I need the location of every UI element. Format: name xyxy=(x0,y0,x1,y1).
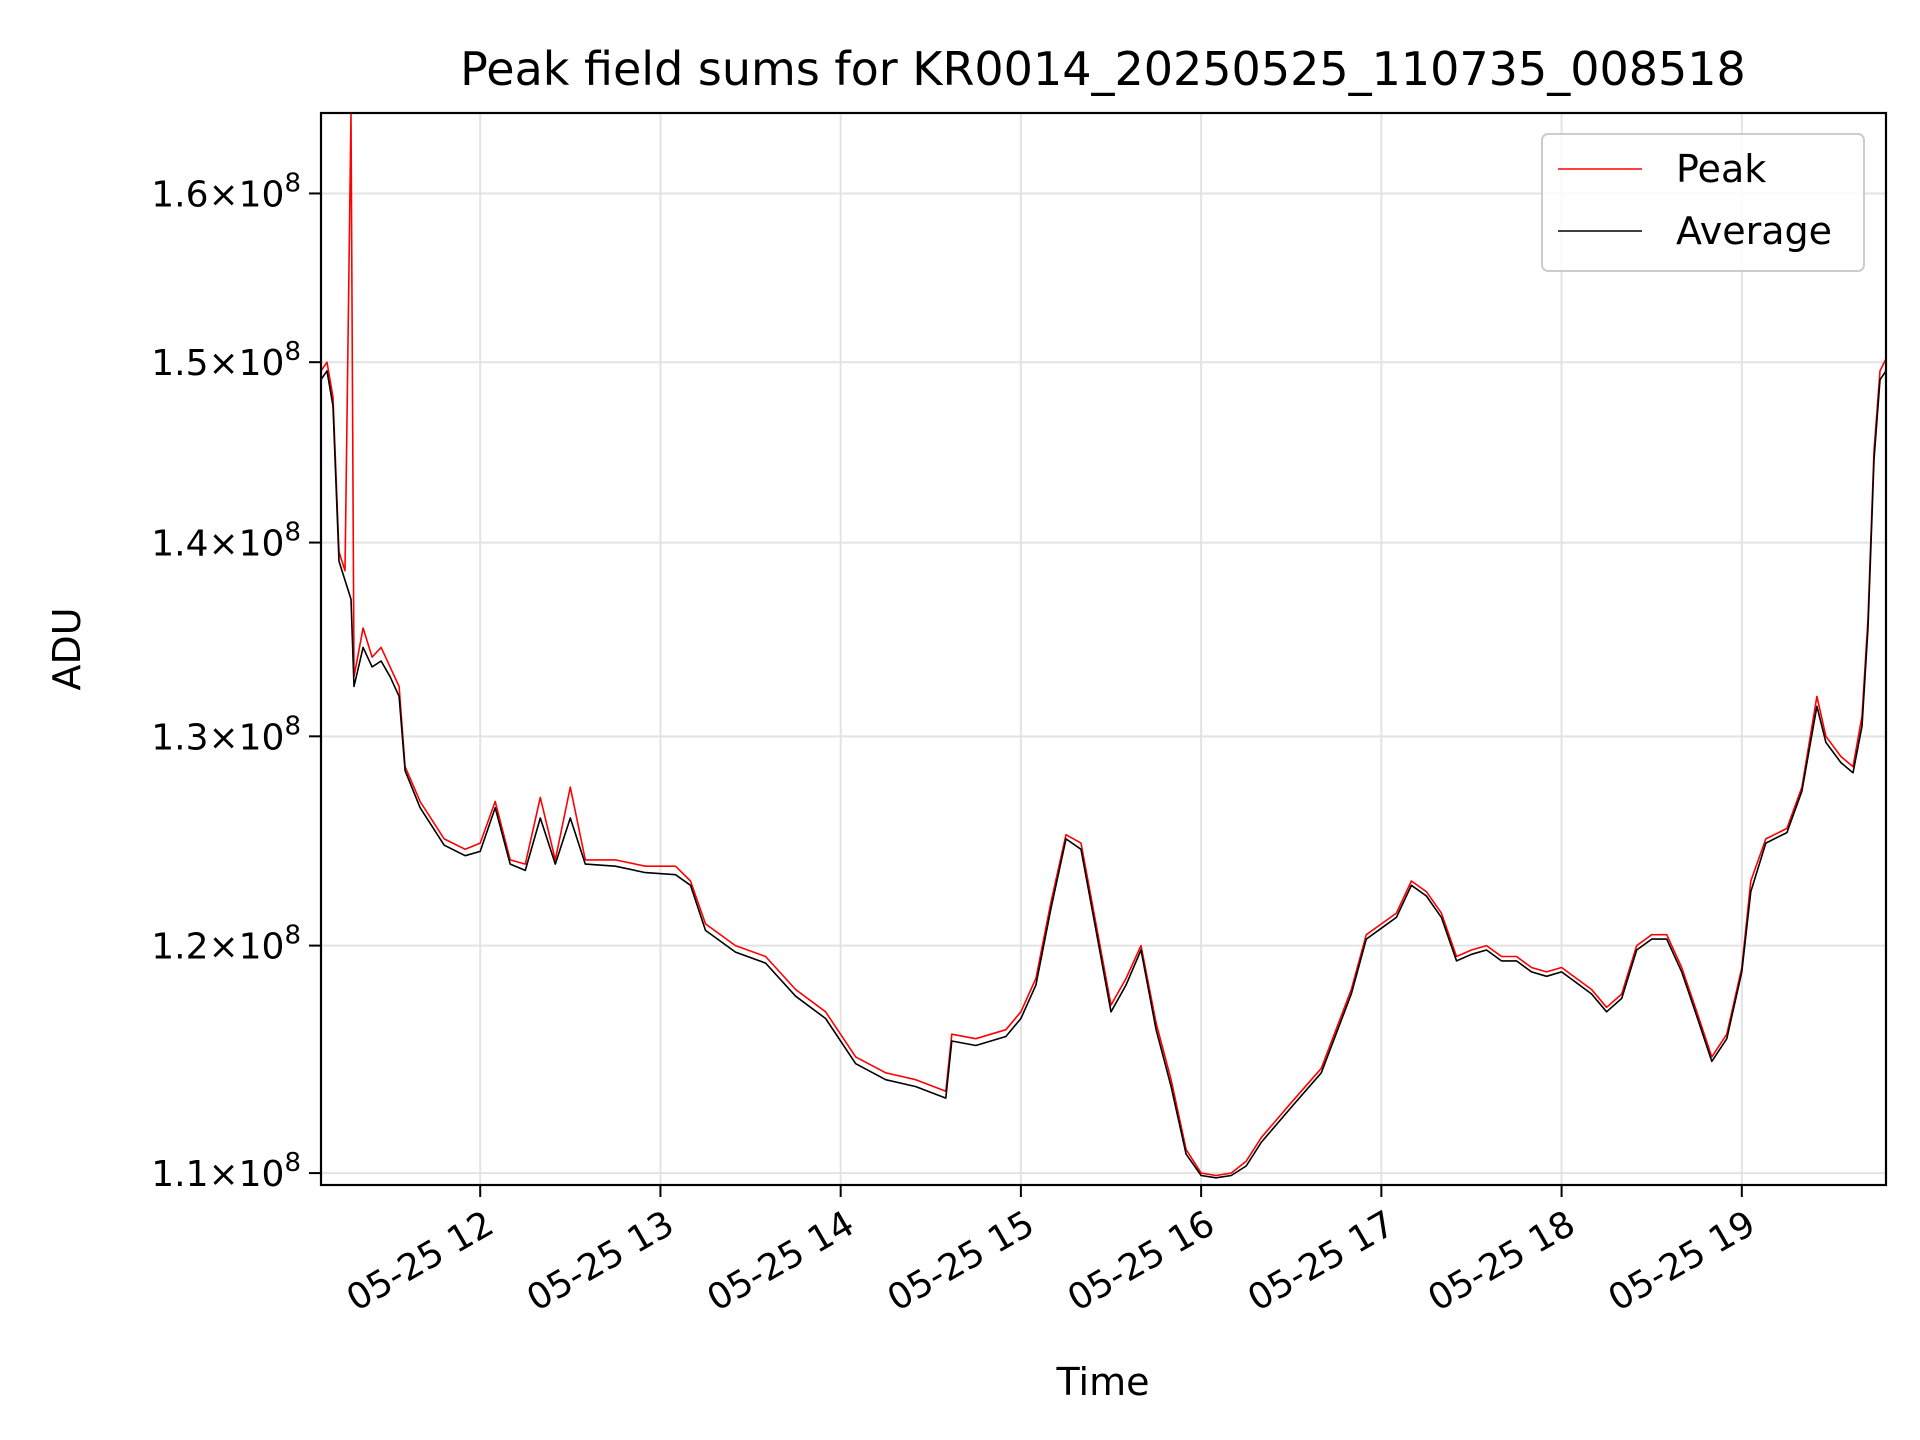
grid xyxy=(321,113,1886,1185)
x-axis-title: Time xyxy=(1056,1360,1150,1404)
series-group xyxy=(320,112,1887,1179)
y-tick-label: 1.6×108 xyxy=(151,168,301,215)
y-tick-label: 1.2×108 xyxy=(151,921,301,968)
y-axis: 1.1×108 1.2×108 1.3×108 1.4×108 1.5×108 1.6×1… xyxy=(151,168,321,1195)
y-axis-title: ADU xyxy=(45,607,89,690)
series-line-average xyxy=(320,370,1887,1179)
series-line-peak xyxy=(320,112,1887,1177)
y-tick-label: 1.5×108 xyxy=(151,337,301,384)
legend-label-peak: Peak xyxy=(1676,147,1766,191)
y-tick-label: 1.3×108 xyxy=(151,711,301,758)
legend: Peak Average xyxy=(1541,133,1865,272)
chart-title: Peak field sums for KR0014_20250525_1107… xyxy=(460,42,1746,96)
legend-label-average: Average xyxy=(1676,209,1832,253)
y-tick-label: 1.1×108 xyxy=(151,1148,301,1195)
y-tick-label: 1.4×108 xyxy=(151,518,301,565)
plot-frame xyxy=(319,111,1888,1187)
